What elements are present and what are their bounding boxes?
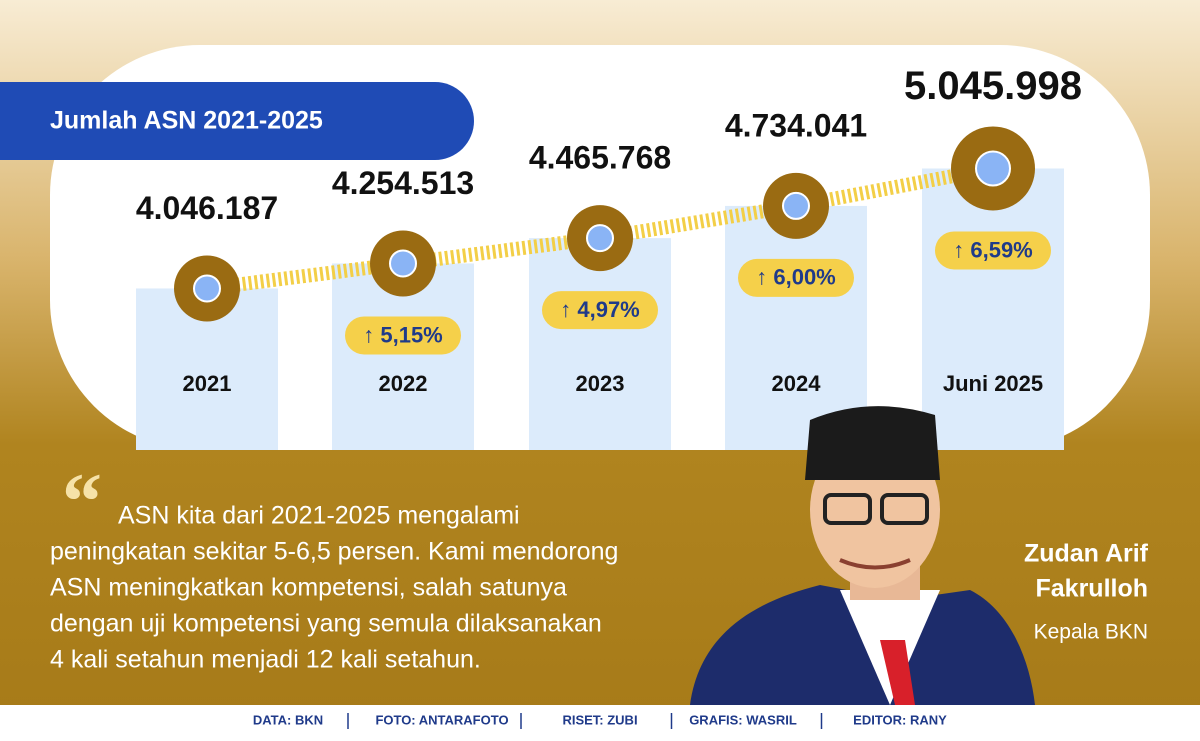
value-label: 4.465.768 xyxy=(529,140,671,176)
growth-pill xyxy=(345,316,461,355)
x-tick-label: 2021 xyxy=(183,371,232,396)
speaker-name: Fakrulloh xyxy=(1035,575,1148,603)
footer-credit: EDITOR: RANY xyxy=(853,712,947,727)
quote-line: peningkatan sekitar 5-6,5 persen. Kami m… xyxy=(50,538,618,566)
quote-line: dengan uji kompetensi yang semula dilaks… xyxy=(50,610,602,638)
value-label: 5.045.998 xyxy=(904,64,1082,108)
speaker-name: Zudan Arif xyxy=(1024,540,1149,568)
growth-label: ↑ 4,97% xyxy=(560,297,640,322)
quote-mark: “ xyxy=(62,458,102,546)
portrait xyxy=(690,406,1035,705)
quote-line: ASN meningkatkan kompetensi, salah satun… xyxy=(50,574,567,602)
point xyxy=(193,274,221,303)
chart-title: Jumlah ASN 2021-2025 xyxy=(50,107,323,135)
footer-bar xyxy=(0,705,1200,741)
growth-label: ↑ 5,15% xyxy=(363,322,443,347)
quote-line: ASN kita dari 2021-2025 mengalami xyxy=(118,502,520,530)
bar xyxy=(529,238,671,450)
point xyxy=(389,249,417,278)
speaker-role: Kepala BKN xyxy=(1034,621,1148,644)
footer-credit: GRAFIS: WASRIL xyxy=(689,712,797,727)
growth-pill xyxy=(935,231,1051,270)
quote-line: 4 kali setahun menjadi 12 kali setahun. xyxy=(50,646,481,674)
x-tick-label: 2024 xyxy=(772,371,822,396)
title-tab xyxy=(0,82,474,160)
x-tick-label: 2023 xyxy=(576,371,625,396)
value-label: 4.734.041 xyxy=(725,107,867,143)
bar xyxy=(725,205,867,450)
point xyxy=(586,224,614,253)
footer-credit: DATA: BKN xyxy=(253,712,323,727)
growth-label: ↑ 6,59% xyxy=(953,237,1033,262)
value-label: 4.046.187 xyxy=(136,190,278,226)
growth-label: ↑ 6,00% xyxy=(756,265,836,290)
x-tick-label: 2022 xyxy=(379,371,428,396)
point xyxy=(782,191,810,220)
value-label: 4.254.513 xyxy=(332,165,474,201)
bar xyxy=(922,168,1064,451)
point xyxy=(975,150,1011,187)
footer-credit: FOTO: ANTARAFOTO xyxy=(375,712,508,727)
growth-pill xyxy=(542,291,658,330)
growth-pill xyxy=(738,258,854,297)
footer-credit: RISET: ZUBI xyxy=(562,712,637,727)
x-tick-label: Juni 2025 xyxy=(943,371,1043,396)
